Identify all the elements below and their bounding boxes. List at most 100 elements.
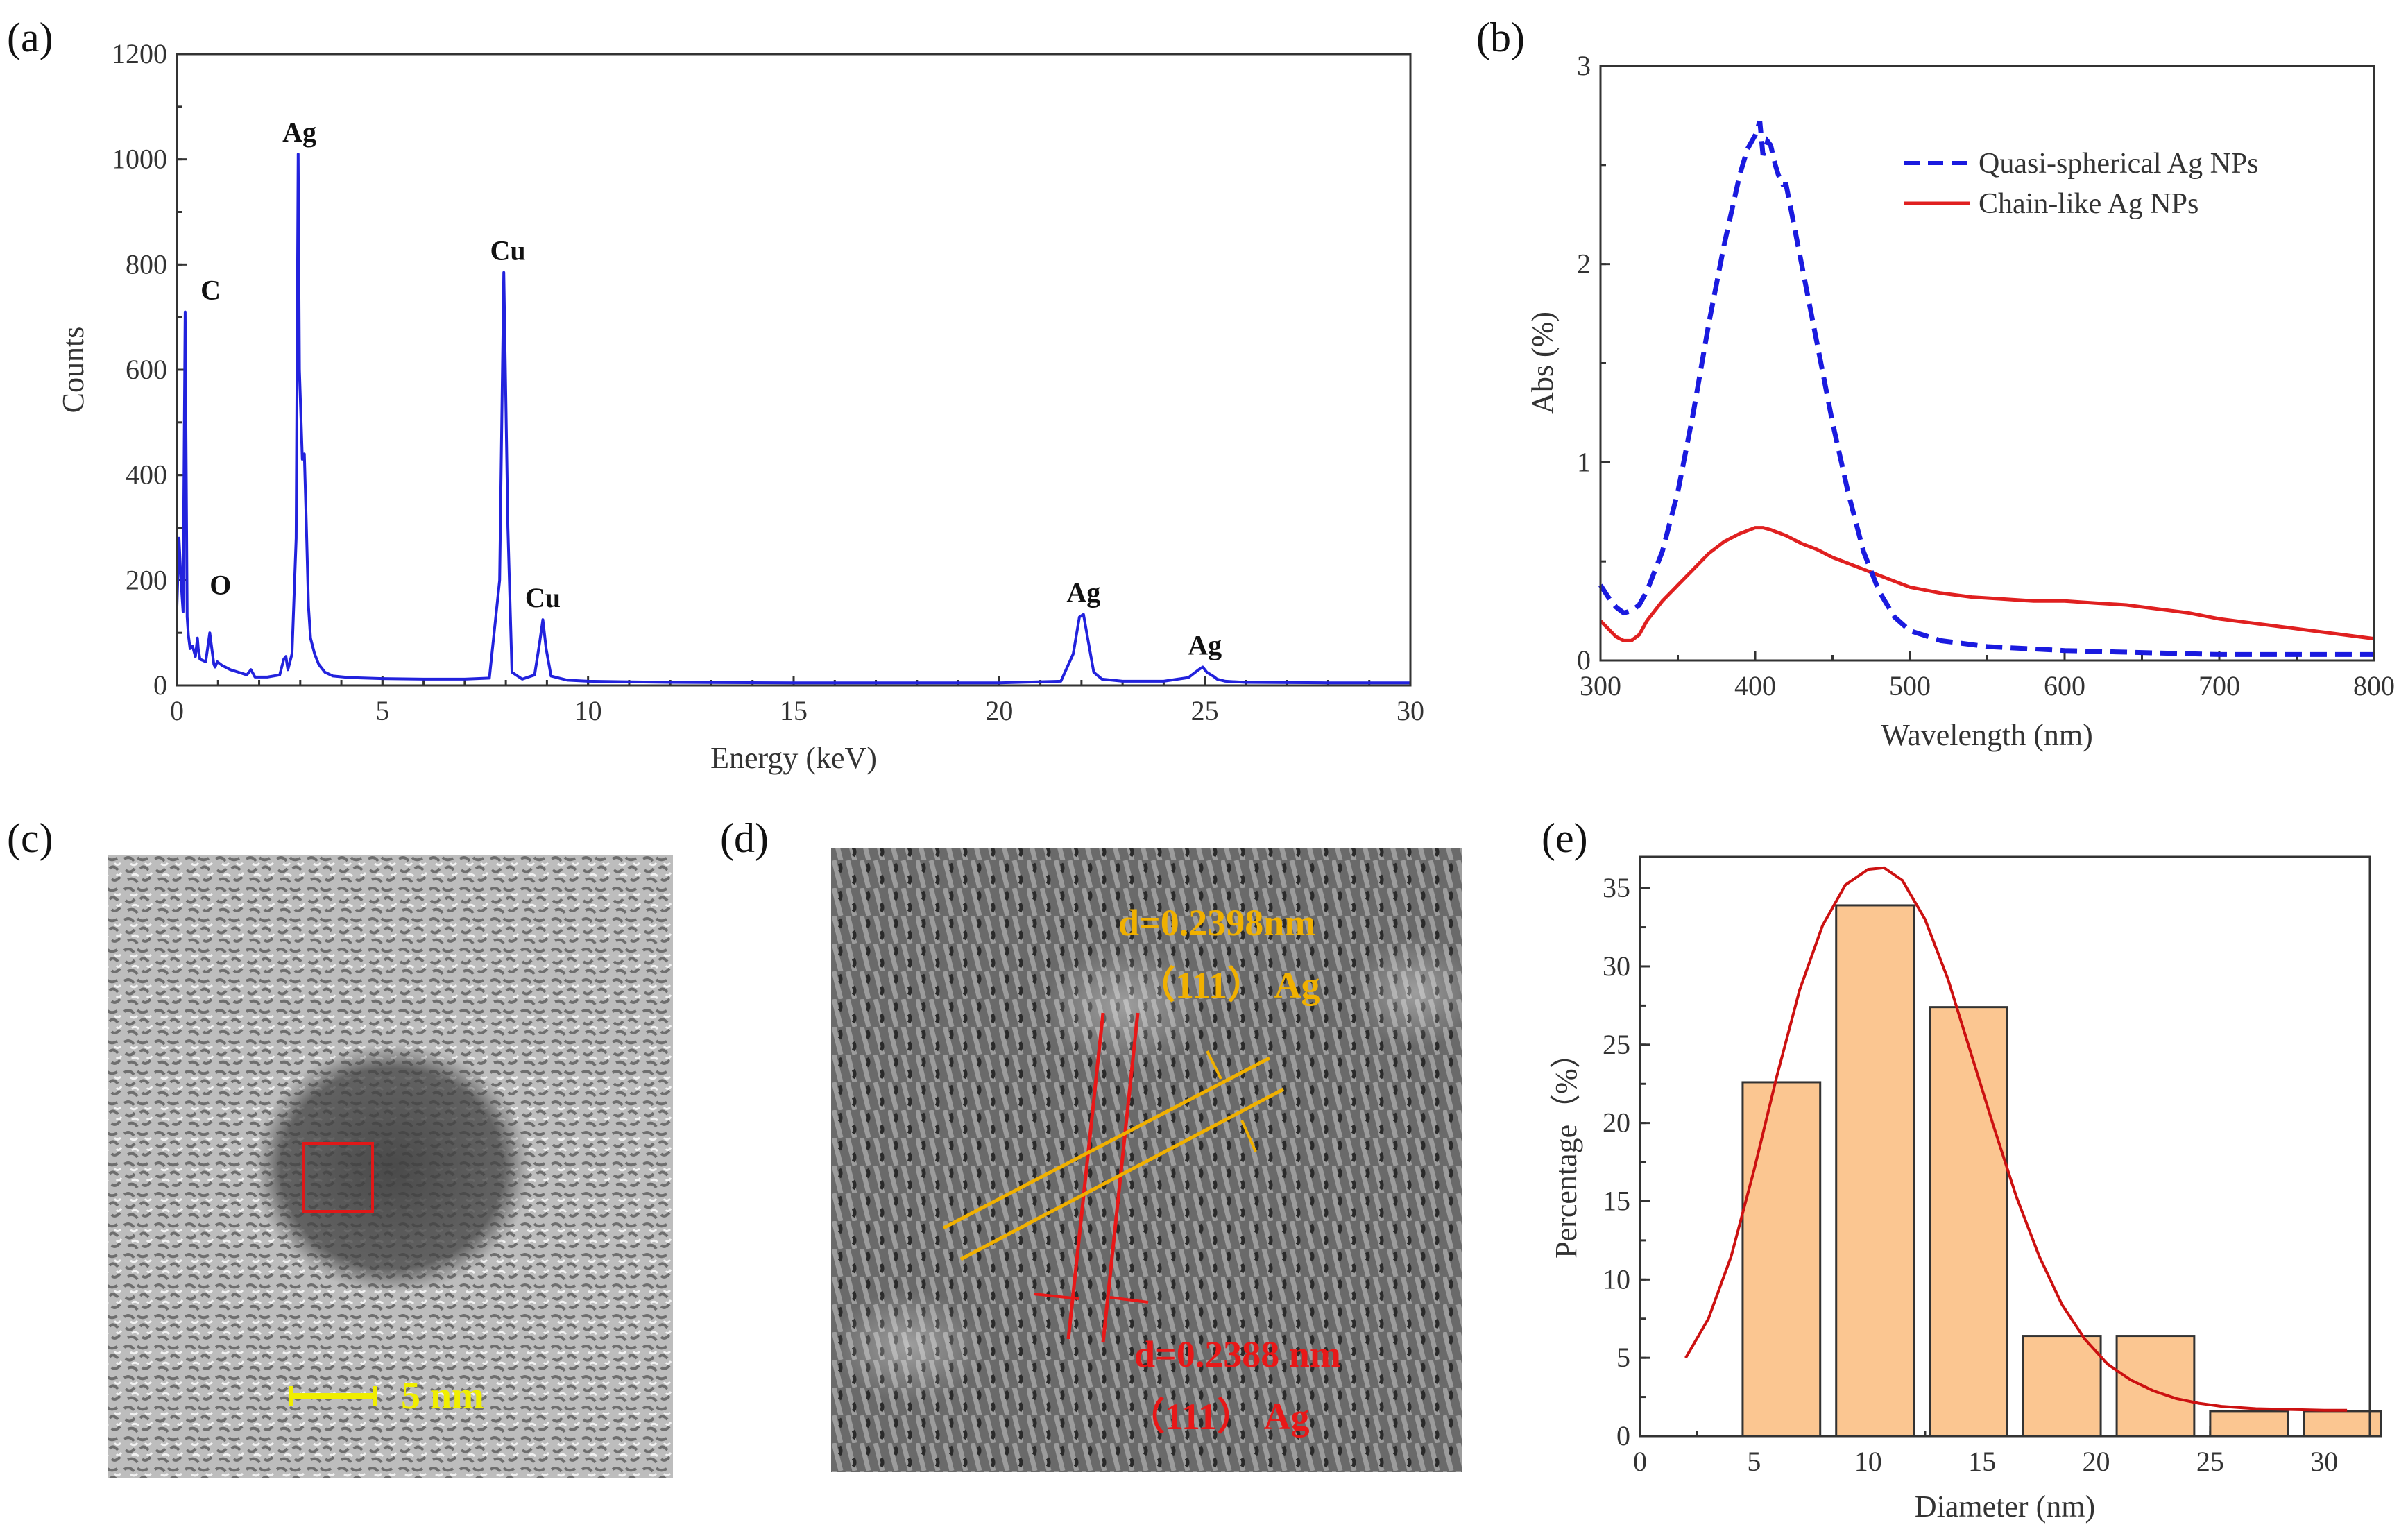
selected-region-box <box>302 1142 374 1213</box>
panel-b-y-tick-label: 2 <box>1577 248 1591 280</box>
panel-b-label: (b) <box>1476 15 1525 60</box>
panel-a: (a) 0 5 10 15 20 25 30 0 200 400 600 800 1000 1200 C O… <box>7 15 1424 775</box>
panel-e-y-axis-label: Percentage（%） <box>1549 1038 1583 1259</box>
panel-e-y-tick-label: 35 <box>1603 872 1630 903</box>
panel-a-x-tick-label: 20 <box>985 695 1013 726</box>
panel-d: (d) d=0.2398nm （111） Ag d=0.2388 nm （111… <box>720 815 1478 1472</box>
panel-a-x-tick-label: 5 <box>375 695 389 726</box>
fringe1-spacing-label: d=0.2398nm <box>1118 902 1315 944</box>
panel-b-y-tick-label: 3 <box>1577 50 1591 81</box>
panel-e-y-tick-label: 10 <box>1603 1263 1630 1295</box>
panel-e-y-tick-label: 25 <box>1603 1029 1630 1060</box>
histogram-bar <box>2115 1335 2196 1438</box>
panel-e-y-tick-label: 5 <box>1616 1342 1630 1373</box>
panel-e-label: (e) <box>1542 815 1588 861</box>
panel-a-x-tick-label: 0 <box>170 695 184 726</box>
panel-e-x-tick-label: 25 <box>2196 1446 2224 1477</box>
panel-e-x-tick-label: 0 <box>1633 1446 1647 1477</box>
panel-a-peak-labels: C O Ag Cu Cu Ag Ag <box>200 117 1222 660</box>
bright-blotch-3 <box>1353 937 1478 1048</box>
peak-label-cu: Cu <box>490 235 526 266</box>
panel-b-x-axis-label: Wavelength (nm) <box>1881 718 2093 752</box>
histogram-bar <box>2303 1410 2382 1438</box>
panel-e-x-tick-label: 10 <box>1854 1446 1882 1477</box>
red-arrow-right <box>1109 1296 1149 1304</box>
panel-c: (c) 5 nm <box>7 815 673 1478</box>
panel-e-x-tick-label: 30 <box>2310 1446 2338 1477</box>
chain-like-line <box>1599 526 2375 642</box>
panel-a-x-tick-label: 30 <box>1397 695 1424 726</box>
panel-e-y-tick-label: 15 <box>1603 1185 1630 1216</box>
panel-e-x-tick-label: 5 <box>1747 1446 1761 1477</box>
panel-a-y-tick-label: 400 <box>126 459 167 490</box>
bright-blotch-2 <box>1041 944 1207 1068</box>
panel-e-y-tick-label: 30 <box>1603 950 1630 982</box>
legend-quasi-label: Quasi-spherical Ag NPs <box>1979 148 2259 180</box>
panel-e-bars <box>1741 904 2382 1438</box>
panel-b-x-tick-label: 400 <box>1734 670 1776 701</box>
panel-e-y-tick-label: 20 <box>1603 1107 1630 1138</box>
yellow-fringe-line-2 <box>959 1087 1285 1261</box>
distribution-fit-curve <box>1684 866 2348 1412</box>
panel-e-x-tick-label: 15 <box>1968 1446 1996 1477</box>
histogram-bar <box>1835 904 1915 1438</box>
panel-e-x-tick-label: 20 <box>2083 1446 2110 1477</box>
panel-b-y-tick-label: 0 <box>1577 645 1591 676</box>
histogram-bar <box>2209 1410 2289 1438</box>
red-fringe-line-1 <box>1066 1012 1105 1340</box>
legend-chain-label: Chain-like Ag NPs <box>1979 188 2198 220</box>
panel-a-y-tick-label: 600 <box>126 354 167 385</box>
peak-label-ag: Ag <box>282 117 316 148</box>
fringe1-plane-label: （111） Ag <box>1138 964 1320 1006</box>
bright-blotch-1 <box>832 1290 985 1401</box>
red-arrow-left <box>1033 1293 1079 1300</box>
quasi-spherical-line <box>1598 120 2374 657</box>
fringe2-plane-label: （111） Ag <box>1127 1396 1310 1438</box>
peak-label-cu: Cu <box>525 582 561 613</box>
panel-b: (b) 300 400 500 600 700 800 0 1 2 3 Quasi-spheric… <box>1476 15 2395 752</box>
panel-e-plot-frame <box>1639 855 2371 1438</box>
panel-b-x-tick-label: 700 <box>2198 670 2240 701</box>
panel-a-y-tick-label: 0 <box>153 669 167 701</box>
panel-a-y-axis-label: Counts <box>56 327 90 413</box>
panel-a-y-tick-label: 1200 <box>112 38 167 69</box>
panel-e-y-tick-label: 0 <box>1616 1420 1630 1451</box>
panel-b-plot-frame <box>1599 65 2375 662</box>
scale-bar-label: 5 nm <box>401 1374 484 1417</box>
panel-e: (e) 0 5 10 15 20 25 30 0 5 10 15 20 25 30 35 Diameter … <box>1542 815 2382 1524</box>
histogram-bar <box>2022 1335 2102 1438</box>
panel-a-x-tick-label: 15 <box>780 695 808 726</box>
fringe2-spacing-label: d=0.2388 nm <box>1134 1333 1341 1375</box>
histogram-bar <box>1929 1006 2008 1438</box>
eds-spectrum-line <box>176 153 1410 685</box>
nanoparticle <box>253 1043 531 1293</box>
red-fringe-line-2 <box>1101 1012 1140 1343</box>
panel-c-label: (c) <box>7 815 53 861</box>
panel-d-label: (d) <box>720 815 769 861</box>
panel-e-x-axis-label: Diameter (nm) <box>1915 1490 2095 1524</box>
yellow-arrow-bottom <box>1240 1120 1257 1152</box>
panel-b-y-tick-label: 1 <box>1577 446 1591 477</box>
panel-b-x-tick-label: 600 <box>2044 670 2085 701</box>
panel-b-x-tick-label: 300 <box>1580 670 1621 701</box>
panel-a-y-tick-label: 200 <box>126 564 167 595</box>
panel-a-x-tick-label: 10 <box>574 695 602 726</box>
panel-b-x-tick-label: 800 <box>2353 670 2395 701</box>
panel-a-plot-frame <box>176 53 1412 687</box>
yellow-arrow-top <box>1206 1050 1222 1080</box>
yellow-fringe-line-1 <box>942 1056 1271 1230</box>
panel-a-x-axis-label: Energy (keV) <box>710 741 877 775</box>
panel-a-axis-ticks: 0 5 10 15 20 25 30 0 200 400 600 800 1000 1200 <box>112 38 1424 726</box>
panel-a-label: (a) <box>7 15 53 60</box>
panel-a-series <box>176 153 1410 685</box>
panel-e-fit <box>1684 866 2348 1412</box>
histogram-bar <box>1741 1081 1822 1438</box>
panel-a-x-tick-label: 25 <box>1191 695 1219 726</box>
peak-label-c: C <box>200 275 221 306</box>
peak-label-o: O <box>210 569 231 600</box>
panel-b-series <box>1598 120 2375 657</box>
peak-label-ag: Ag <box>1188 629 1222 660</box>
panel-b-legend: Quasi-spherical Ag NPs Chain-like Ag NPs <box>1904 148 2259 220</box>
peak-label-ag: Ag <box>1066 577 1100 608</box>
